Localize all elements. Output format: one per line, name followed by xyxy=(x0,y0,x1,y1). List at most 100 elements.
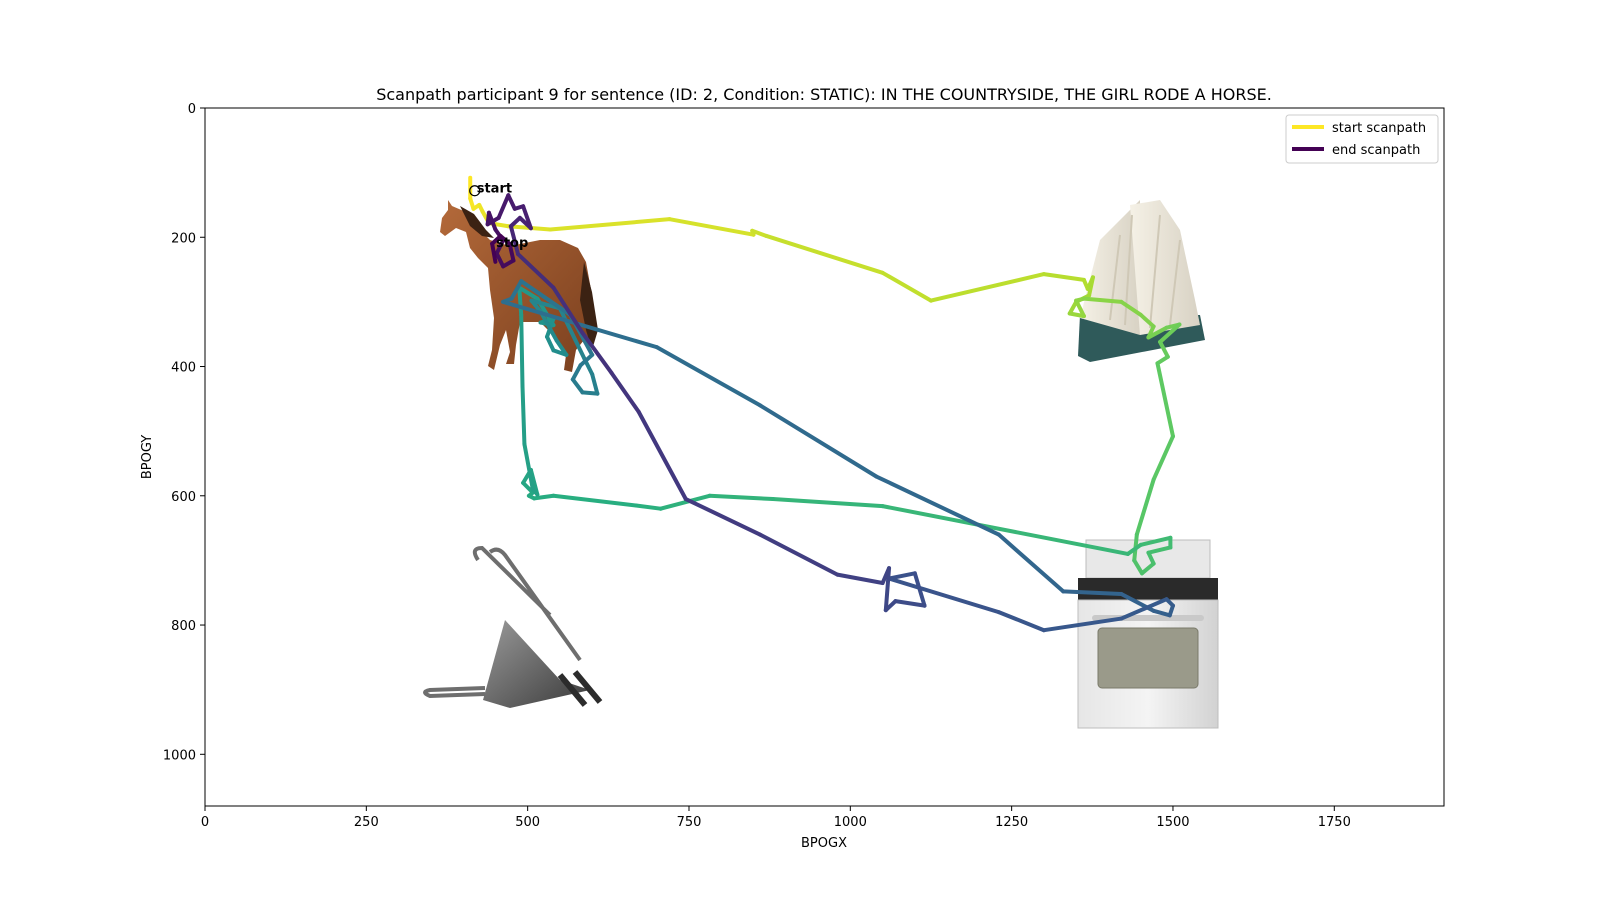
scanpath-segment xyxy=(521,480,535,495)
scanpath-segment xyxy=(1119,597,1169,621)
scanpath-segment xyxy=(636,409,688,502)
stove-image xyxy=(1077,539,1219,729)
scanpath-segment xyxy=(557,306,587,361)
scanpath-segment xyxy=(570,363,583,382)
y-tick-label: 200 xyxy=(171,231,196,246)
y-tick-label: 400 xyxy=(171,361,196,376)
scanpath-segment xyxy=(529,298,562,311)
scanpath-segment xyxy=(683,497,762,537)
scanpath-segment xyxy=(654,345,762,408)
scanpath-segment xyxy=(1134,477,1156,537)
scanpath-segment xyxy=(1151,608,1172,618)
x-tick-label: 1500 xyxy=(1156,815,1189,830)
legend-label-start: start scanpath xyxy=(1332,121,1426,136)
scanpath-segment xyxy=(996,532,1066,594)
annotation-start: start xyxy=(477,182,512,197)
scanpath-segment xyxy=(508,224,517,244)
annotation-stop: stop xyxy=(496,236,528,251)
scanpath-segment xyxy=(880,566,892,586)
scanpath-segment xyxy=(1067,299,1079,316)
scanpath-segment xyxy=(912,571,927,608)
scanpath-segment xyxy=(1155,354,1170,366)
scanpath-segment xyxy=(532,493,556,501)
scanpath-segment xyxy=(522,442,535,492)
scanpath-segment xyxy=(1138,312,1156,329)
scanpath-segment xyxy=(580,330,614,375)
scanpath-segment xyxy=(590,372,600,396)
scanpath-segment xyxy=(1081,296,1124,304)
scanpath-segment xyxy=(551,285,585,335)
scanpath-segment xyxy=(634,503,663,511)
scanpath-segment xyxy=(508,215,522,229)
x-tick-label: 1000 xyxy=(834,815,867,830)
scanpath-segment xyxy=(764,233,885,275)
scanpath-segment xyxy=(494,251,506,269)
y-tick-label: 0 xyxy=(188,102,196,117)
book-image xyxy=(1078,200,1205,362)
scanpath-segment xyxy=(538,309,559,343)
scanpath-segment xyxy=(554,338,569,357)
scanpath-segment xyxy=(520,383,527,447)
scanpath-segment xyxy=(1138,535,1173,547)
scanpath-segment xyxy=(757,532,840,577)
x-tick-label: 250 xyxy=(354,815,379,830)
scanpath-segment xyxy=(494,238,506,256)
scanpath-segment xyxy=(578,352,595,368)
scanpath-segment xyxy=(1087,275,1095,298)
y-tick-label: 800 xyxy=(171,619,196,634)
scanpath-segment xyxy=(545,334,556,353)
x-axis-label: BPOGX xyxy=(801,836,847,851)
scanpath-segment xyxy=(1125,542,1143,556)
scanpath-segment xyxy=(490,241,498,264)
legend: start scanpath end scanpath xyxy=(1285,114,1439,164)
scanpath-segment xyxy=(521,204,533,231)
x-tick-label: 1250 xyxy=(995,815,1028,830)
scanpath-segment xyxy=(1132,558,1144,576)
y-axis-label: BPOGY xyxy=(140,435,155,479)
scanpath-segment xyxy=(1041,616,1124,633)
scanpath-segment xyxy=(519,279,573,317)
x-tick-label: 1750 xyxy=(1318,815,1351,830)
scanpath-segment xyxy=(1041,272,1086,282)
scanpath-segment xyxy=(835,572,885,586)
scanpath-segment xyxy=(1074,298,1086,319)
scanpath-segment xyxy=(750,228,769,238)
scanpath-segment xyxy=(519,312,525,388)
plot-frame xyxy=(204,107,1445,807)
scanpath-segment xyxy=(509,279,524,301)
scanpath-segment xyxy=(928,272,1046,303)
x-tick-label: 750 xyxy=(677,815,702,830)
scanpath-segment xyxy=(570,377,585,395)
scanpath-segment xyxy=(893,599,927,608)
x-tick-label: 0 xyxy=(201,815,209,830)
scanpath-segment xyxy=(1139,561,1156,576)
scanpath-segment xyxy=(658,493,712,511)
scanpath-segment xyxy=(507,241,516,263)
y-tick-label: 1000 xyxy=(163,748,196,763)
scanpath-segment xyxy=(883,566,892,613)
scanpath-segment xyxy=(757,403,879,479)
scanpath-segment xyxy=(609,370,641,414)
scanpath-segment xyxy=(667,217,756,237)
scanpath-segment xyxy=(1061,589,1124,597)
scanpath-segment xyxy=(1146,325,1169,340)
binder-clip-image xyxy=(423,545,603,708)
scanpath-segment xyxy=(1158,322,1182,344)
scanpath-segment xyxy=(1119,299,1143,317)
scanpath-segment xyxy=(548,217,672,232)
scanpath-segment xyxy=(770,497,885,509)
scanpath-segment xyxy=(1151,434,1175,482)
scanpath-segment xyxy=(874,474,1001,537)
scanpath-line xyxy=(468,175,1182,633)
chart-title: Scanpath participant 9 for sentence (ID:… xyxy=(376,85,1272,104)
scanpath-segment xyxy=(1155,361,1175,439)
scanpath-segment xyxy=(707,493,775,502)
scanpath-segment xyxy=(1146,545,1173,555)
scanpath-segment xyxy=(517,285,540,301)
scanpath-segment xyxy=(887,571,917,581)
legend-label-end: end scanpath xyxy=(1332,143,1420,158)
scanpath-segment xyxy=(1158,339,1170,359)
y-tick-label: 600 xyxy=(171,490,196,505)
scanpath-segment xyxy=(501,299,659,350)
